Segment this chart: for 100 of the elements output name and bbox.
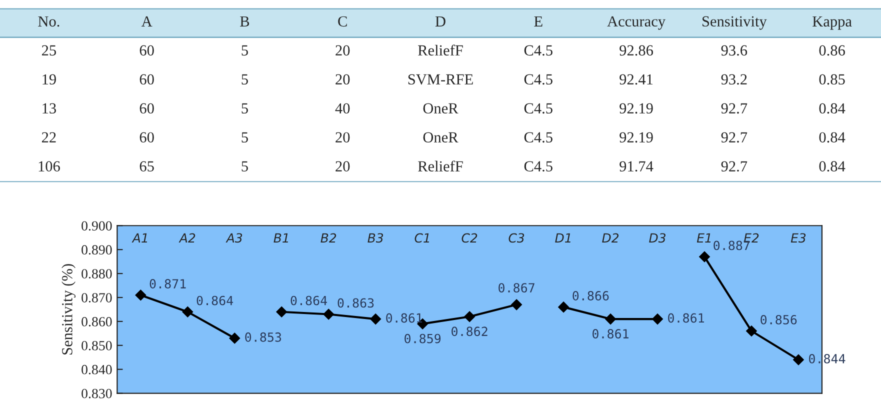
text: 0.84: [819, 103, 846, 114]
text: 5: [242, 74, 248, 85]
data-label: 0.887: [714, 240, 750, 250]
text: 0.86: [819, 45, 845, 56]
text: 92.19: [620, 132, 653, 143]
y-tick-label: 0.850: [82, 340, 112, 350]
text: 5: [242, 132, 248, 143]
x-tick-label: A2: [178, 233, 196, 242]
point: [511, 299, 522, 310]
text: 93.2: [721, 74, 747, 85]
text: 106: [38, 161, 60, 172]
category-label: Kappa: [812, 16, 852, 30]
point: [652, 314, 663, 324]
data-label: 0.864: [196, 296, 234, 306]
text: C4.5: [524, 45, 552, 56]
text: 60: [140, 74, 154, 85]
x-tick-label: D1: [555, 233, 570, 242]
text: 92.7: [721, 132, 748, 143]
text: 92.86: [620, 45, 654, 56]
text: C4.5: [524, 74, 552, 85]
point: [323, 308, 334, 320]
category-label: E: [534, 16, 542, 26]
x-tick-label: C2: [462, 233, 478, 243]
text: 22: [42, 132, 56, 142]
data-label: 0.861: [386, 313, 422, 323]
x-tick-label: B3: [368, 233, 384, 243]
text: C4.5: [524, 103, 552, 114]
y-tick-label: 0.880: [82, 269, 112, 279]
y-tick-label: 0.900: [82, 221, 112, 231]
text: 20: [336, 132, 350, 143]
text: 5: [242, 161, 248, 172]
x-tick-label: E2: [744, 233, 759, 242]
data-label: 0.853: [245, 332, 282, 342]
x-tick-label: A3: [226, 233, 242, 243]
text: SVM-RFE: [408, 74, 473, 85]
text: 20: [336, 161, 350, 172]
text: OneR: [423, 103, 458, 114]
text: 91.74: [620, 161, 654, 172]
category-label: D: [435, 16, 446, 26]
text: 5: [242, 103, 248, 114]
text: 92.19: [620, 103, 653, 114]
data-label: 0.867: [498, 283, 534, 293]
text: C4.5: [524, 161, 552, 172]
data-label: 0.866: [572, 291, 609, 300]
data-label: 0.864: [290, 296, 327, 306]
x-tick-label: D2: [602, 233, 619, 242]
y-tick-label: 0.830: [82, 388, 112, 398]
text: 60: [140, 132, 154, 143]
text: ReliefF: [418, 160, 463, 172]
text: C4.5: [524, 132, 552, 143]
point: [464, 311, 476, 322]
text: 92.7: [721, 161, 748, 172]
text: 20: [336, 74, 350, 85]
text: 25: [42, 45, 56, 56]
x-tick-label: C1: [414, 233, 430, 243]
y-axis-title: Sensitivity (%): [62, 264, 76, 354]
category-label: B: [240, 16, 250, 26]
text: 65: [140, 161, 154, 172]
text: 40: [335, 103, 350, 114]
text: 0.85: [819, 74, 845, 85]
point: [746, 326, 757, 336]
data-label: 0.861: [668, 313, 704, 323]
category-label: C: [338, 16, 347, 27]
x-tick-label: C3: [508, 233, 524, 243]
text: 60: [140, 103, 154, 114]
data-label: 0.859: [404, 334, 441, 344]
data-label: 0.861: [592, 329, 628, 339]
point: [229, 332, 240, 344]
point: [605, 314, 616, 324]
category-label: A: [141, 16, 152, 26]
text: 0.84: [819, 161, 846, 172]
x-tick-label: E3: [790, 233, 806, 243]
category-label: No.: [38, 16, 60, 27]
category-label: Accuracy: [607, 16, 666, 30]
text: 93.6: [721, 45, 748, 56]
text: ReliefF: [418, 44, 463, 56]
y-tick-label: 0.860: [82, 317, 112, 326]
x-tick-label: D3: [649, 233, 666, 243]
text: 92.41: [620, 74, 653, 85]
data-label: 0.862: [452, 326, 488, 336]
category-label: Sensitivity: [702, 16, 767, 30]
text: 19: [42, 74, 56, 85]
point: [276, 306, 288, 318]
text: 92.7: [721, 103, 748, 114]
data-label: 0.856: [760, 314, 797, 324]
data-label: 0.871: [150, 279, 186, 289]
point: [370, 314, 382, 324]
x-tick-label: B1: [274, 233, 288, 242]
x-tick-label: B2: [320, 233, 336, 242]
y-tick-label: 0.840: [82, 364, 112, 374]
point: [793, 354, 804, 366]
x-tick-label: A1: [132, 233, 148, 242]
text: OneR: [423, 132, 458, 143]
point: [699, 251, 710, 262]
point: [558, 302, 569, 312]
text: 5: [242, 45, 248, 56]
text: 13: [42, 103, 56, 114]
y-tick-label: 0.890: [82, 245, 112, 255]
text: 60: [140, 45, 154, 56]
text: 20: [336, 45, 350, 56]
